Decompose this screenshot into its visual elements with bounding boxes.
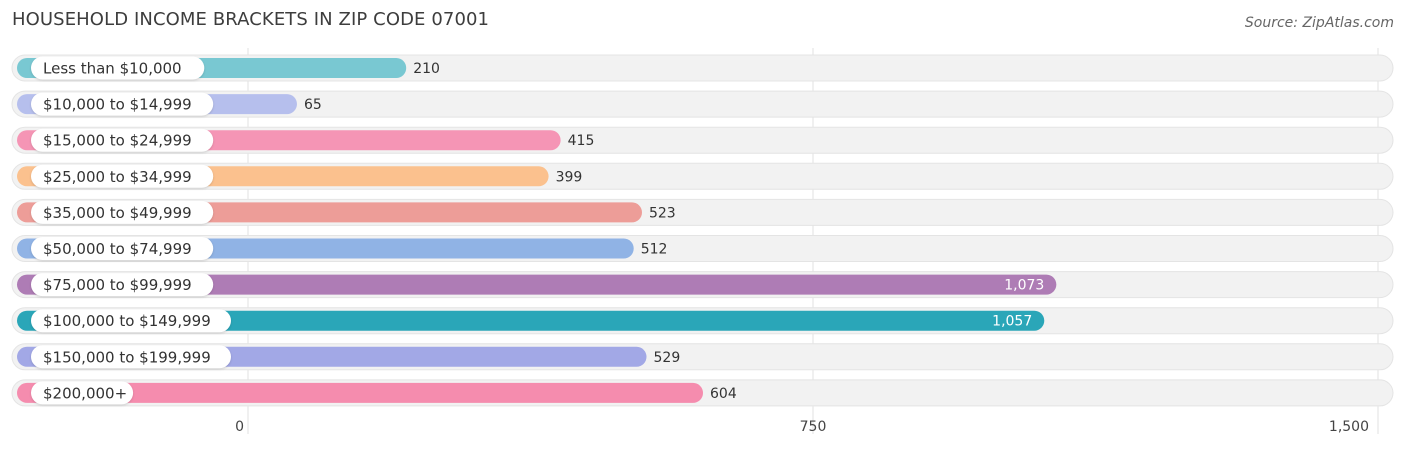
- category-label: $35,000 to $49,999: [43, 204, 192, 222]
- value-label: 1,057: [992, 314, 1032, 330]
- x-tick-label: 750: [800, 419, 827, 435]
- category-label-pill: [31, 237, 214, 260]
- category-label-pill: [31, 200, 214, 224]
- value-label: 210: [413, 61, 440, 77]
- bar: [17, 382, 704, 403]
- category-label-pill: [31, 273, 214, 297]
- value-label: 65: [304, 97, 322, 113]
- category-label: $50,000 to $74,999: [43, 240, 192, 258]
- chart-title: HOUSEHOLD INCOME BRACKETS IN ZIP CODE 07…: [12, 9, 490, 30]
- category-label-pill: [31, 381, 134, 405]
- x-tick-label: 0: [235, 419, 244, 435]
- category-label: $75,000 to $99,999: [43, 276, 192, 294]
- bar-track: [11, 90, 1394, 118]
- value-label: 604: [710, 386, 737, 402]
- value-label: 1,073: [1004, 278, 1044, 294]
- category-label-pill: [31, 309, 231, 333]
- category-label-pill: [31, 56, 205, 80]
- bar: [17, 310, 1045, 331]
- value-label: 399: [556, 169, 583, 185]
- category-label: $25,000 to $34,999: [43, 168, 192, 186]
- value-label: 415: [568, 133, 595, 149]
- category-label-pill: [31, 92, 214, 116]
- category-label: $10,000 to $14,999: [43, 96, 192, 114]
- category-label-pill: [31, 345, 231, 369]
- category-label: $150,000 to $199,999: [43, 348, 211, 366]
- x-tick-label: 1,500: [1329, 419, 1369, 435]
- value-label: 512: [641, 242, 668, 258]
- category-label-pill: [31, 164, 214, 188]
- value-label: 529: [654, 350, 681, 366]
- category-label: Less than $10,000: [43, 60, 182, 78]
- category-label: $200,000+: [43, 384, 127, 402]
- category-label: $100,000 to $149,999: [43, 312, 211, 330]
- category-label: $15,000 to $24,999: [43, 132, 192, 150]
- category-label-pill: [31, 128, 214, 152]
- bar: [17, 274, 1057, 295]
- chart-source: Source: ZipAtlas.com: [1244, 15, 1394, 31]
- value-label: 523: [649, 205, 676, 221]
